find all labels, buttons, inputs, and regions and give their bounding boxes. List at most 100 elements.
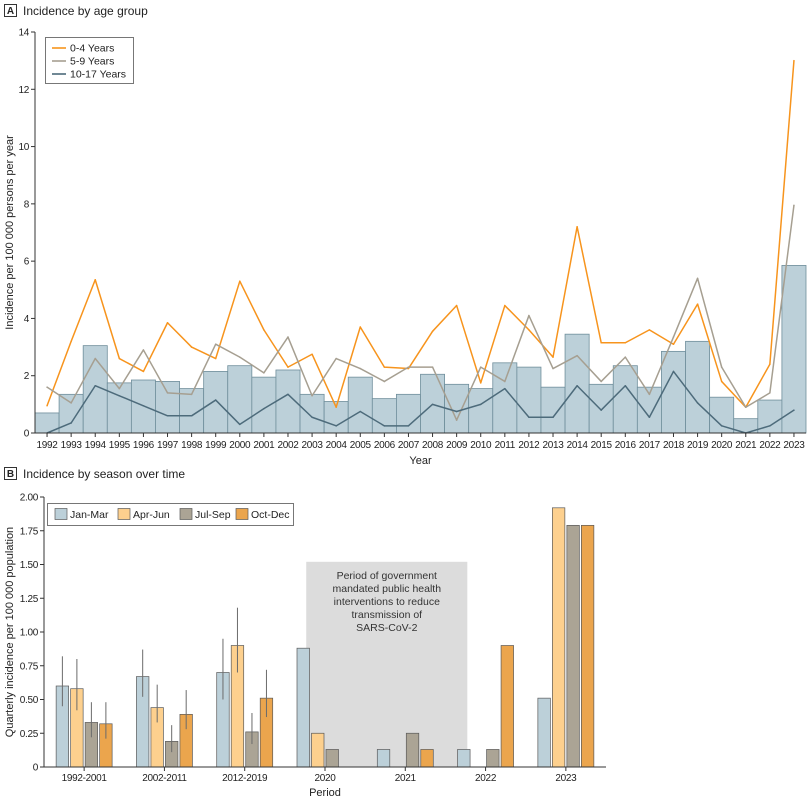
x-tick-label: 1993 — [61, 440, 83, 451]
x-tick-label: 2023 — [555, 773, 577, 784]
annotation-line: mandated public health — [332, 583, 441, 595]
x-tick-label: 2003 — [302, 440, 324, 451]
x-tick-label: 2018 — [663, 440, 685, 451]
point-0-4-years-1998 — [190, 346, 193, 348]
point-5-9-years-2020 — [720, 366, 723, 368]
point-10-17-years-2010 — [479, 403, 482, 406]
point-10-17-years-2003 — [311, 416, 313, 418]
y-tick-label: 6 — [24, 257, 30, 268]
point-5-9-years-2009 — [455, 419, 458, 421]
point-0-4-years-2008 — [431, 330, 434, 333]
legend-label: Oct-Dec — [251, 509, 290, 521]
x-tick-label: 2021 — [735, 440, 757, 451]
point-0-4-years-2010 — [479, 382, 482, 384]
y-tick-label: 12 — [18, 85, 29, 96]
point-10-17-years-1997 — [166, 415, 169, 417]
point-10-17-years-2001 — [263, 407, 265, 410]
point-10-17-years-2023 — [793, 409, 795, 411]
bar-1999 — [203, 371, 229, 434]
point-0-4-years-2001 — [263, 329, 265, 331]
bar-2003 — [299, 393, 325, 434]
x-tick-label: 2007 — [398, 440, 420, 451]
legend-label: Jul-Sep — [195, 509, 231, 521]
bar-apr-jun-2023 — [552, 507, 566, 768]
panel-b-chart: Period of government mandated public heal… — [4, 493, 606, 799]
intervention-period-label: Period of government mandated public heal… — [332, 570, 441, 634]
point-5-9-years-2023 — [793, 204, 795, 207]
y-tick-label: 1.00 — [20, 628, 39, 639]
panel-a-title: Incidence by age group — [23, 4, 148, 18]
series-jan-mar — [55, 638, 551, 768]
point-0-4-years-2017 — [648, 329, 651, 331]
bar-2016 — [612, 365, 638, 434]
point-0-4-years-2022 — [769, 363, 771, 366]
point-0-4-years-2000 — [239, 280, 241, 282]
point-5-9-years-2004 — [335, 357, 337, 360]
intervention-period-annotation: Period of government mandated public heal… — [306, 561, 468, 767]
bar-2015 — [588, 383, 614, 434]
bar-oct-dec-2022 — [500, 645, 514, 768]
bar-apr-jun-2020 — [311, 732, 325, 768]
point-5-9-years-2019 — [696, 277, 699, 280]
point-5-9-years-1999 — [214, 343, 217, 345]
bar-2006 — [371, 398, 397, 434]
bar-2005 — [347, 376, 373, 434]
point-10-17-years-2013 — [552, 416, 554, 418]
bar-2013 — [540, 386, 566, 434]
legend-item-oct-dec: Oct-Dec — [235, 508, 290, 521]
point-10-17-years-1993 — [70, 422, 72, 424]
legend-label: Apr-Jun — [133, 509, 170, 521]
y-tick-label: 2 — [24, 371, 30, 382]
x-tick-label: 2002-2011 — [142, 773, 187, 784]
y-tick-label: 1.75 — [20, 526, 39, 537]
y-axis-title: Quarterly incidence per 100 000 populati… — [4, 527, 16, 737]
annotation-line: interventions to reduce — [334, 596, 440, 608]
x-tick-label: 2006 — [374, 440, 396, 451]
panel-a-letter-box — [4, 4, 17, 17]
x-tick-label: 2021 — [395, 773, 417, 784]
panel-a-letter: A — [7, 6, 14, 17]
legend-label: 0-4 Years — [70, 43, 114, 55]
x-tick-label: 2019 — [687, 440, 709, 451]
point-0-4-years-2016 — [624, 342, 627, 344]
y-tick-label: 2.00 — [20, 493, 39, 504]
x-tick-label: 2020 — [314, 773, 336, 784]
legend-swatch — [235, 508, 249, 520]
x-tick-label: 1999 — [205, 440, 227, 451]
x-tick-label: 2016 — [615, 440, 637, 451]
point-0-4-years-1995 — [118, 357, 121, 360]
point-10-17-years-2020 — [720, 425, 723, 427]
bar-2014 — [564, 333, 590, 434]
legend-item-10-17-years: 10-17 Years — [52, 69, 126, 81]
point-0-4-years-1999 — [214, 357, 217, 360]
point-0-4-years-2015 — [600, 342, 602, 344]
point-5-9-years-1993 — [70, 402, 72, 404]
y-tick-label: 1.25 — [20, 594, 39, 605]
point-5-9-years-2011 — [504, 380, 506, 383]
x-tick-label: 2022 — [475, 773, 497, 784]
x-tick-label: 1996 — [133, 440, 155, 451]
y-tick-label: 0.25 — [20, 729, 39, 740]
point-0-4-years-2013 — [552, 356, 554, 358]
x-axis-title: Period — [309, 787, 341, 799]
point-10-17-years-1995 — [118, 395, 121, 397]
bar-jul-sep-2020 — [325, 749, 339, 768]
point-5-9-years-1997 — [166, 392, 169, 394]
y-tick-label: 14 — [18, 28, 29, 39]
point-10-17-years-1996 — [142, 405, 145, 407]
intervention-period-shading — [306, 561, 468, 767]
y-tick-label: 0 — [24, 429, 30, 440]
bar-2010 — [468, 388, 494, 434]
legend-item-jan-mar: Jan-Mar — [54, 508, 109, 521]
x-tick-label: 2017 — [639, 440, 661, 451]
point-10-17-years-2009 — [455, 410, 458, 413]
y-tick-label: 8 — [24, 199, 30, 210]
point-0-4-years-2014 — [576, 226, 578, 228]
point-10-17-years-2016 — [624, 384, 627, 387]
point-5-9-years-2018 — [672, 336, 675, 338]
x-axis-title: Year — [409, 455, 432, 467]
point-0-4-years-1996 — [142, 370, 145, 373]
point-10-17-years-2004 — [335, 425, 337, 427]
series-line-10-17-years — [46, 370, 795, 434]
point-10-17-years-1998 — [190, 415, 193, 417]
